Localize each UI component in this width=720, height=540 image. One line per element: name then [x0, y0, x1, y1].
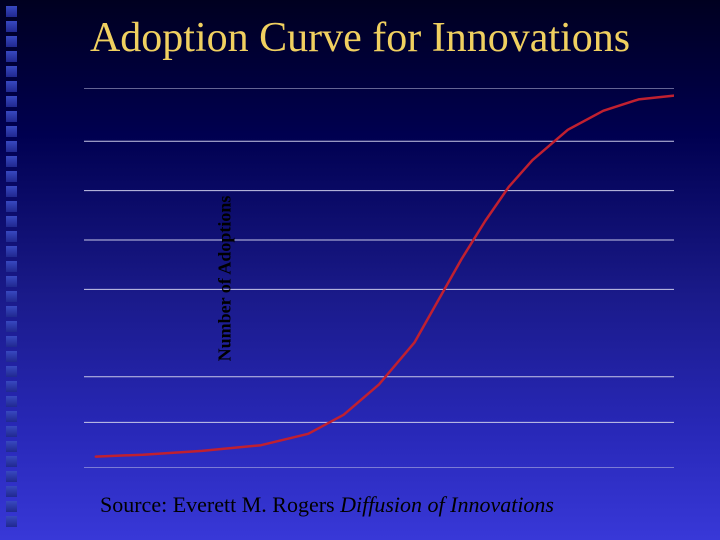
decorative-bullet-column [6, 6, 17, 527]
bullet-square [6, 276, 17, 287]
bullet-square [6, 111, 17, 122]
bullet-square [6, 306, 17, 317]
bullet-square [6, 81, 17, 92]
bullet-square [6, 456, 17, 467]
bullet-square [6, 351, 17, 362]
bullet-square [6, 66, 17, 77]
bullet-square [6, 396, 17, 407]
bullet-square [6, 246, 17, 257]
bullet-square [6, 96, 17, 107]
bullet-square [6, 171, 17, 182]
bullet-square [6, 261, 17, 272]
bullet-square [6, 186, 17, 197]
bullet-square [6, 471, 17, 482]
bullet-square [6, 141, 17, 152]
bullet-square [6, 291, 17, 302]
bullet-square [6, 366, 17, 377]
bullet-square [6, 381, 17, 392]
bullet-square [6, 411, 17, 422]
bullet-square [6, 126, 17, 137]
y-axis-label: Number of Adoptions [142, 88, 308, 468]
bullet-square [6, 156, 17, 167]
bullet-square [6, 201, 17, 212]
page-title: Adoption Curve for Innovations [0, 14, 720, 62]
bullet-square [6, 516, 17, 527]
bullet-square [6, 321, 17, 332]
bullet-square [6, 231, 17, 242]
adoption-curve-chart: Number of Adoptions [84, 88, 674, 468]
bullet-square [6, 426, 17, 437]
source-prefix: Source: Everett M. Rogers [100, 492, 340, 517]
bullet-square [6, 336, 17, 347]
bullet-square [6, 501, 17, 512]
bullet-square [6, 441, 17, 452]
source-book-title: Diffusion of Innovations [340, 492, 554, 517]
bullet-square [6, 486, 17, 497]
bullet-square [6, 216, 17, 227]
source-citation: Source: Everett M. Rogers Diffusion of I… [100, 492, 554, 518]
